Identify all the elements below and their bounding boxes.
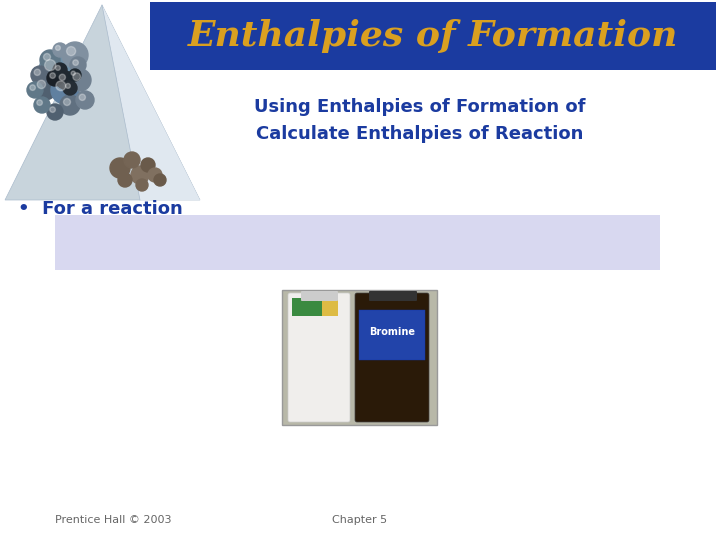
Circle shape (50, 107, 55, 112)
Circle shape (131, 166, 149, 184)
Circle shape (63, 81, 77, 95)
Circle shape (118, 173, 132, 187)
Circle shape (66, 84, 71, 89)
Text: Chapter 5: Chapter 5 (333, 515, 387, 525)
Circle shape (110, 158, 130, 178)
Text: Calculate Enthalpies of Reaction: Calculate Enthalpies of Reaction (256, 125, 584, 143)
Circle shape (62, 42, 88, 68)
Circle shape (70, 57, 86, 73)
Circle shape (136, 179, 148, 191)
Circle shape (34, 69, 40, 76)
Circle shape (45, 59, 56, 71)
Polygon shape (5, 5, 200, 200)
Text: Enthalpies of Formation: Enthalpies of Formation (188, 19, 678, 53)
Circle shape (50, 73, 55, 78)
Circle shape (47, 70, 63, 86)
FancyBboxPatch shape (282, 290, 437, 425)
Circle shape (73, 60, 78, 65)
Circle shape (73, 73, 81, 80)
Polygon shape (102, 5, 200, 200)
Circle shape (31, 66, 49, 84)
FancyBboxPatch shape (359, 310, 425, 360)
Circle shape (51, 76, 79, 104)
Text: Bromine: Bromine (369, 327, 415, 337)
Circle shape (47, 104, 63, 120)
Text: •  For a reaction: • For a reaction (18, 200, 183, 218)
Circle shape (56, 81, 66, 91)
FancyBboxPatch shape (301, 291, 338, 301)
FancyBboxPatch shape (150, 2, 716, 70)
FancyBboxPatch shape (369, 291, 417, 301)
Circle shape (27, 82, 43, 98)
Circle shape (60, 95, 80, 115)
Text: Using Enthalpies of Formation of: Using Enthalpies of Formation of (254, 98, 586, 116)
Circle shape (37, 100, 42, 105)
Circle shape (124, 152, 140, 168)
Circle shape (43, 53, 50, 60)
FancyBboxPatch shape (355, 293, 429, 422)
Circle shape (154, 174, 166, 186)
Circle shape (53, 43, 67, 57)
Circle shape (33, 76, 57, 100)
Circle shape (63, 98, 71, 105)
Circle shape (66, 46, 76, 56)
Circle shape (34, 97, 50, 113)
Circle shape (55, 65, 60, 70)
Circle shape (148, 168, 162, 182)
FancyBboxPatch shape (55, 215, 660, 270)
Circle shape (53, 63, 67, 77)
Circle shape (30, 85, 35, 90)
Circle shape (55, 45, 60, 50)
Circle shape (69, 69, 81, 81)
Circle shape (37, 80, 45, 89)
Circle shape (39, 54, 71, 86)
Circle shape (40, 50, 60, 70)
FancyBboxPatch shape (322, 298, 338, 316)
Text: Prentice Hall © 2003: Prentice Hall © 2003 (55, 515, 171, 525)
Circle shape (79, 94, 86, 100)
Circle shape (56, 71, 74, 89)
Circle shape (59, 74, 66, 80)
Circle shape (71, 71, 76, 75)
FancyBboxPatch shape (288, 293, 350, 422)
Circle shape (69, 69, 91, 91)
Circle shape (76, 91, 94, 109)
FancyBboxPatch shape (292, 298, 322, 316)
Circle shape (141, 158, 155, 172)
